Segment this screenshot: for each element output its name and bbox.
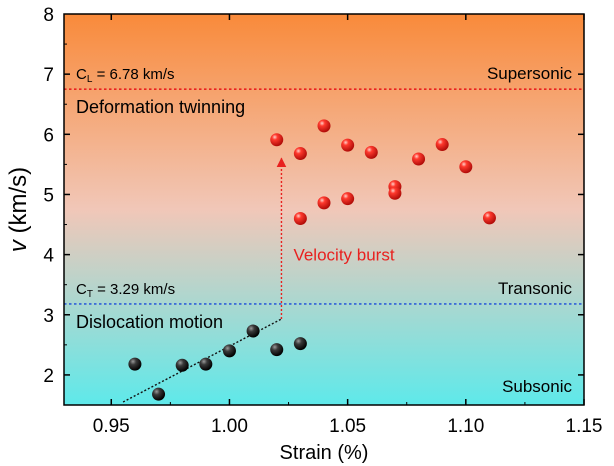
- y-tick-label: 6: [43, 125, 54, 146]
- wave-speed-label: CT = 3.29 km/s: [76, 281, 175, 300]
- reference-lines: [64, 88, 584, 305]
- region-label-subsonic: Subsonic: [502, 377, 572, 396]
- data-point-red: [341, 192, 355, 206]
- data-point-red: [459, 160, 473, 174]
- data-point-red: [317, 196, 331, 210]
- data-point-red: [412, 152, 426, 166]
- data-point-red: [341, 138, 355, 152]
- data-point-black: [128, 357, 142, 371]
- data-point-black: [152, 387, 166, 401]
- x-tick-label: 0.95: [93, 416, 130, 437]
- plot-background: [64, 14, 584, 405]
- y-axis-symbol: v: [5, 238, 32, 252]
- data-point-red: [435, 138, 449, 152]
- x-axis-title: Strain (%): [280, 442, 369, 464]
- data-point-red: [482, 211, 496, 225]
- y-tick-label: 2: [43, 366, 54, 387]
- data-point-black: [222, 344, 236, 358]
- region-label: Transonic: [498, 279, 573, 298]
- x-tick-label: 1.05: [329, 416, 366, 437]
- data-point-black: [270, 343, 284, 357]
- data-point-red: [364, 145, 378, 159]
- data-point-red: [293, 147, 307, 161]
- plot-frame: [63, 13, 585, 406]
- mechanism-label: Deformation twinning: [76, 97, 245, 117]
- y-tick-label: 7: [43, 65, 54, 86]
- velocity-burst-label: Velocity burst: [293, 246, 394, 265]
- data-point-red: [293, 212, 307, 226]
- y-tick-label: 5: [43, 185, 54, 206]
- data-point-black: [175, 358, 189, 372]
- data-point-red: [270, 133, 284, 147]
- y-axis-unit: (km/s): [5, 167, 32, 240]
- x-tick-label: 1.10: [447, 416, 484, 437]
- data-point-red: [388, 186, 402, 200]
- data-point-black: [293, 337, 307, 351]
- data-point-black: [246, 324, 260, 338]
- y-tick-label: 3: [43, 306, 54, 327]
- y-tick-label: 4: [43, 246, 54, 267]
- mechanism-label: Dislocation motion: [76, 312, 223, 332]
- x-tick-label: 1.15: [566, 416, 603, 437]
- data-point-red: [317, 119, 331, 133]
- data-points: [128, 119, 496, 401]
- axes: 0.95 1.00 1.05 1.10 1.15 2 3 4 5 6 7 8: [43, 5, 602, 437]
- wave-speed-label: CL = 6.78 km/s: [76, 66, 175, 85]
- data-point-black: [199, 357, 213, 371]
- annotation-labels: CL = 6.78 km/s Supersonic Deformation twin…: [76, 64, 572, 396]
- region-label: Supersonic: [487, 64, 573, 83]
- x-tick-label: 1.00: [211, 416, 248, 437]
- y-axis-title: v (km/s): [5, 167, 32, 252]
- y-tick-label: 8: [43, 5, 54, 26]
